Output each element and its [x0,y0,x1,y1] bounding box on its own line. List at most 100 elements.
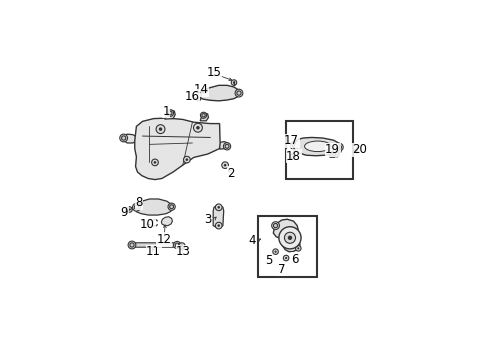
Text: 4: 4 [247,234,255,247]
Circle shape [202,114,205,117]
Circle shape [291,155,293,157]
Polygon shape [123,134,137,143]
Circle shape [183,156,190,163]
Polygon shape [161,217,172,226]
Circle shape [297,247,299,249]
Circle shape [217,224,220,227]
Circle shape [283,255,288,261]
Polygon shape [273,219,299,252]
Circle shape [180,245,183,247]
Circle shape [282,230,285,234]
Text: 13: 13 [176,245,191,258]
Circle shape [215,222,222,229]
Circle shape [203,89,205,91]
Text: 15: 15 [206,66,221,79]
Circle shape [222,162,228,168]
Circle shape [215,204,222,211]
Circle shape [175,243,179,247]
Circle shape [236,91,241,95]
Text: 6: 6 [291,253,298,266]
Circle shape [271,222,279,229]
Circle shape [224,144,228,148]
Circle shape [295,246,301,251]
Circle shape [274,251,276,253]
Circle shape [193,91,201,99]
Text: 9: 9 [121,206,128,219]
Circle shape [292,143,297,148]
Circle shape [126,207,132,212]
Circle shape [202,88,207,93]
Circle shape [217,206,220,209]
Polygon shape [293,138,339,156]
Circle shape [287,235,292,240]
Circle shape [122,136,125,140]
Circle shape [156,125,164,134]
Circle shape [196,96,200,101]
Circle shape [128,241,136,249]
Circle shape [169,205,173,209]
Text: 18: 18 [285,150,301,163]
Circle shape [185,158,188,161]
Text: 20: 20 [351,143,366,157]
Circle shape [166,110,173,116]
Circle shape [282,242,285,246]
Polygon shape [213,205,224,228]
Text: 11: 11 [146,245,161,258]
Circle shape [329,155,331,156]
Circle shape [231,80,236,85]
Circle shape [120,134,127,142]
Circle shape [285,257,286,259]
Circle shape [235,89,243,97]
Circle shape [278,227,301,249]
Circle shape [293,230,297,234]
Polygon shape [200,113,208,121]
Polygon shape [164,110,175,119]
Polygon shape [218,141,228,149]
Circle shape [151,159,158,166]
Circle shape [193,123,202,132]
Circle shape [294,243,296,244]
Circle shape [272,249,278,255]
Text: 17: 17 [284,134,299,147]
Polygon shape [135,118,220,180]
Text: 3: 3 [203,213,211,226]
Circle shape [168,111,172,115]
Text: 2: 2 [227,167,234,180]
Ellipse shape [304,141,330,152]
Text: 12: 12 [156,233,171,246]
Circle shape [232,81,235,84]
Circle shape [130,243,134,247]
FancyBboxPatch shape [131,243,177,247]
Circle shape [197,98,199,99]
Circle shape [294,231,296,233]
Circle shape [284,232,295,243]
Circle shape [168,203,175,210]
Circle shape [132,203,140,211]
Circle shape [223,143,230,150]
Text: 10: 10 [140,218,155,231]
Circle shape [290,154,295,159]
Circle shape [173,242,181,249]
Circle shape [196,126,199,130]
Circle shape [337,150,339,152]
Bar [258,216,316,276]
Text: 16: 16 [184,90,199,103]
Polygon shape [135,199,172,215]
Circle shape [283,243,285,244]
Circle shape [153,161,156,164]
Bar [285,121,352,179]
Circle shape [336,148,341,153]
Circle shape [273,224,277,228]
Text: 14: 14 [193,83,208,96]
Circle shape [335,143,343,151]
Circle shape [293,242,297,246]
Circle shape [159,127,162,131]
Circle shape [334,152,339,157]
Polygon shape [196,85,240,101]
Text: 8: 8 [135,196,142,209]
Circle shape [224,164,226,166]
Text: 19: 19 [325,143,340,157]
Circle shape [178,243,185,249]
Circle shape [200,112,206,118]
Circle shape [331,153,335,157]
